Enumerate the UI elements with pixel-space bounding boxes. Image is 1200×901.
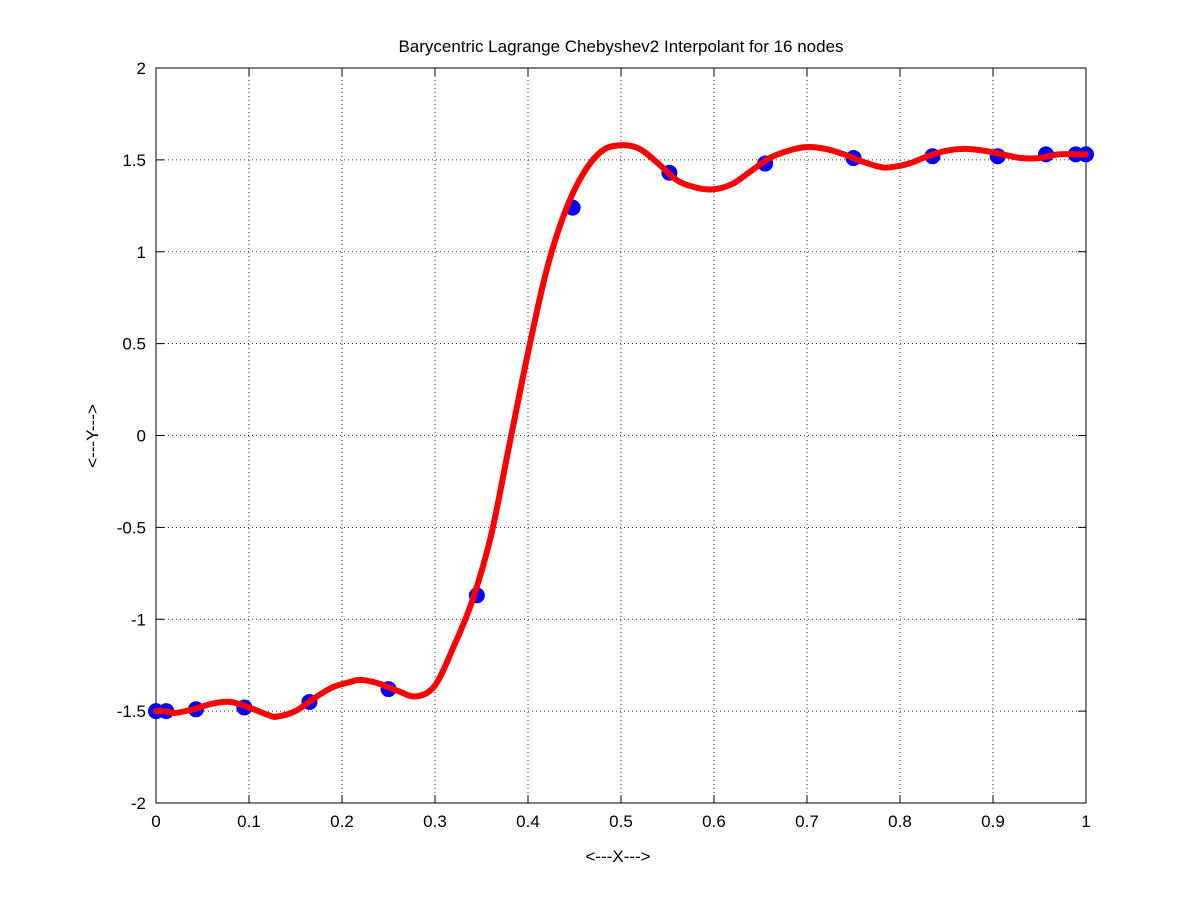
x-tick-label: 0.4: [516, 812, 540, 831]
x-tick-label: 0.9: [981, 812, 1005, 831]
x-tick-label: 0: [151, 812, 160, 831]
y-tick-label: -1.5: [117, 702, 146, 721]
y-tick-label: 0.5: [122, 335, 146, 354]
x-tick-label: 0.2: [330, 812, 354, 831]
y-tick-label: -1: [131, 610, 146, 629]
x-tick-label: 0.5: [609, 812, 633, 831]
x-tick-label: 0.6: [702, 812, 726, 831]
x-axis-title: <---X--->: [585, 847, 650, 866]
y-tick-label: -2: [131, 794, 146, 813]
y-tick-label: 1.5: [122, 151, 146, 170]
x-tick-label: 0.3: [423, 812, 447, 831]
y-tick-label: 0: [137, 427, 146, 446]
interpolant-line: [153, 142, 1089, 720]
y-tick-label: 2: [137, 59, 146, 78]
y-axis-title: <---Y--->: [83, 404, 102, 468]
x-tick-label: 0.1: [237, 812, 261, 831]
x-tick-label: 0.8: [888, 812, 912, 831]
plot-area: [148, 142, 1094, 720]
y-tick-label: -0.5: [117, 518, 146, 537]
y-tick-label: 1: [137, 243, 146, 262]
chart-title: Barycentric Lagrange Chebyshev2 Interpol…: [398, 37, 843, 56]
x-tick-label: 0.7: [795, 812, 819, 831]
tick-labels: 0 0.1 0.2 0.3 0.4 0.5 0.6 0.7 0.8 0.9 1 -2 -1.5 -1 -0.…: [117, 59, 1091, 831]
x-tick-label: 1: [1081, 812, 1090, 831]
